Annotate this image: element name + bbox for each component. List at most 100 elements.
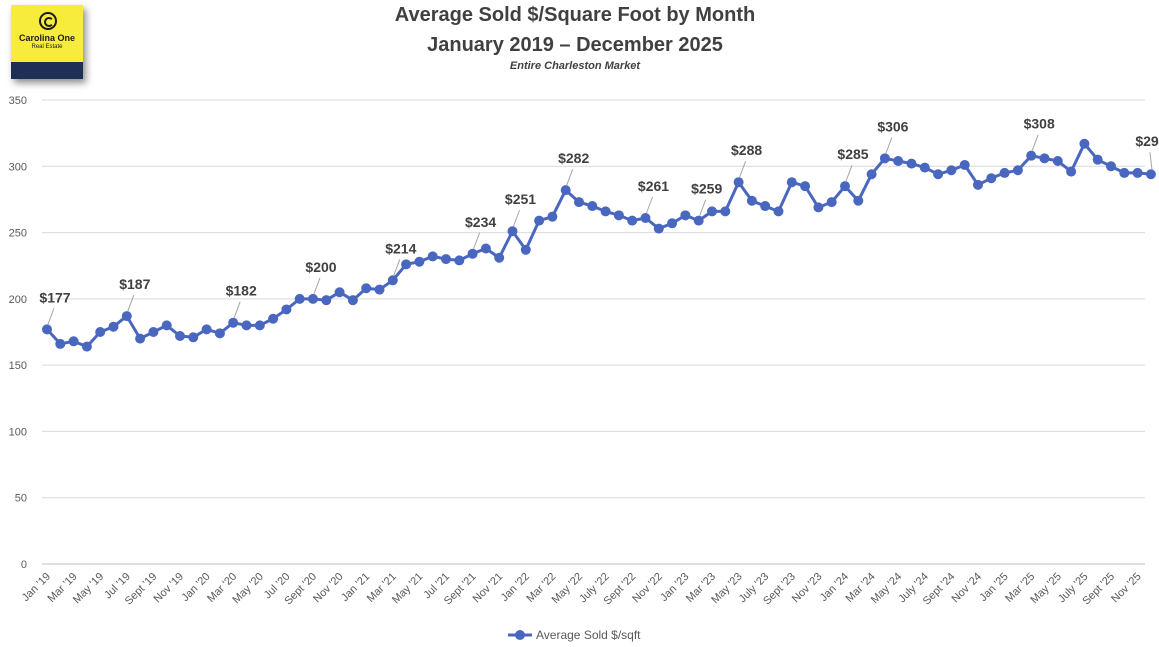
chart-subtitle: January 2019 – December 2025 — [427, 34, 723, 56]
data-point — [813, 202, 824, 213]
data-point — [414, 256, 425, 267]
legend-label: Average Sold $/sqft — [536, 628, 641, 642]
data-label: $182 — [226, 283, 257, 299]
chart-caption: Entire Charleston Market — [509, 60, 641, 72]
data-label: $251 — [505, 191, 536, 207]
data-label: $288 — [731, 142, 762, 158]
data-point — [494, 252, 505, 263]
data-point — [547, 211, 558, 222]
data-point — [1079, 138, 1090, 149]
data-point — [574, 197, 584, 208]
x-tick-label: Nov '23 — [790, 571, 825, 606]
company-logo: Carolina One Real Estate — [11, 5, 83, 79]
data-point — [281, 304, 292, 315]
data-point — [893, 155, 904, 166]
data-label-leader — [845, 164, 853, 182]
data-point — [1066, 166, 1077, 177]
data-point — [534, 215, 545, 226]
data-point — [321, 295, 332, 306]
x-tick-label: Nov '20 — [311, 571, 346, 606]
data-point — [1119, 167, 1130, 178]
data-label-leader — [473, 232, 481, 249]
y-tick-label: 250 — [9, 228, 27, 240]
data-point — [1052, 155, 1063, 166]
data-point — [334, 287, 345, 298]
data-point — [1039, 153, 1050, 164]
data-point — [773, 206, 784, 217]
data-point — [786, 177, 797, 188]
data-label-leader — [739, 161, 747, 178]
data-point — [387, 275, 398, 286]
data-point — [600, 206, 611, 217]
data-point — [933, 169, 944, 180]
data-label: $308 — [1024, 116, 1055, 132]
data-point — [560, 185, 571, 196]
series-line — [45, 142, 1152, 349]
data-point — [1026, 150, 1037, 161]
data-point — [135, 333, 146, 344]
data-label-leader — [566, 168, 574, 186]
data-point — [308, 293, 318, 304]
data-point — [480, 243, 491, 254]
data-point — [1092, 154, 1103, 165]
x-tick-label: Nov '19 — [152, 571, 187, 606]
data-point — [1132, 167, 1143, 178]
data-point — [693, 215, 704, 226]
legend-marker — [515, 630, 525, 640]
data-label-leader — [699, 199, 707, 216]
y-tick-label: 50 — [15, 493, 27, 505]
x-tick-label: Nov '24 — [950, 571, 985, 606]
data-point — [746, 195, 757, 206]
data-label: $234 — [465, 214, 496, 230]
data-point — [733, 177, 744, 188]
data-point — [121, 311, 132, 322]
data-point — [214, 328, 225, 339]
data-label: $259 — [691, 181, 722, 197]
logo-subtitle: Real Estate — [31, 44, 63, 50]
logo-band — [11, 62, 83, 79]
data-point — [853, 195, 864, 206]
data-point — [1145, 169, 1156, 180]
data-label-leader — [513, 210, 520, 227]
y-tick-label: 200 — [9, 294, 27, 306]
data-point — [228, 317, 239, 328]
data-point — [640, 212, 651, 223]
data-point — [973, 179, 983, 190]
data-point — [1012, 165, 1023, 176]
data-point — [760, 201, 771, 212]
data-point — [520, 244, 531, 255]
data-point — [241, 320, 252, 331]
data-label: $187 — [119, 276, 150, 292]
data-point — [879, 153, 890, 164]
data-label: $282 — [558, 150, 589, 166]
data-point — [175, 330, 185, 341]
data-point — [268, 313, 279, 324]
logo-name: Carolina One — [18, 33, 75, 43]
data-label-leader — [1149, 152, 1153, 170]
data-label: $285 — [837, 146, 868, 162]
data-point — [946, 165, 957, 176]
data-point — [800, 181, 811, 192]
data-label: $200 — [305, 259, 336, 275]
data-point — [919, 162, 930, 173]
data-point — [999, 167, 1010, 178]
data-point — [653, 223, 664, 234]
data-point — [401, 259, 412, 270]
data-label-leader — [313, 277, 321, 295]
y-tick-label: 100 — [9, 426, 27, 438]
data-point — [374, 284, 385, 295]
x-tick-label: Nov '22 — [630, 571, 665, 606]
data-point — [454, 255, 465, 266]
data-label-leader — [646, 196, 653, 214]
data-point — [161, 320, 172, 331]
data-point — [707, 206, 717, 217]
x-tick-label: Nov '25 — [1109, 571, 1144, 606]
data-point — [826, 197, 837, 208]
data-point — [347, 295, 358, 306]
data-point — [441, 254, 451, 265]
data-point — [42, 324, 52, 335]
data-point — [1106, 161, 1116, 172]
data-point — [201, 324, 212, 335]
data-point — [587, 201, 598, 212]
